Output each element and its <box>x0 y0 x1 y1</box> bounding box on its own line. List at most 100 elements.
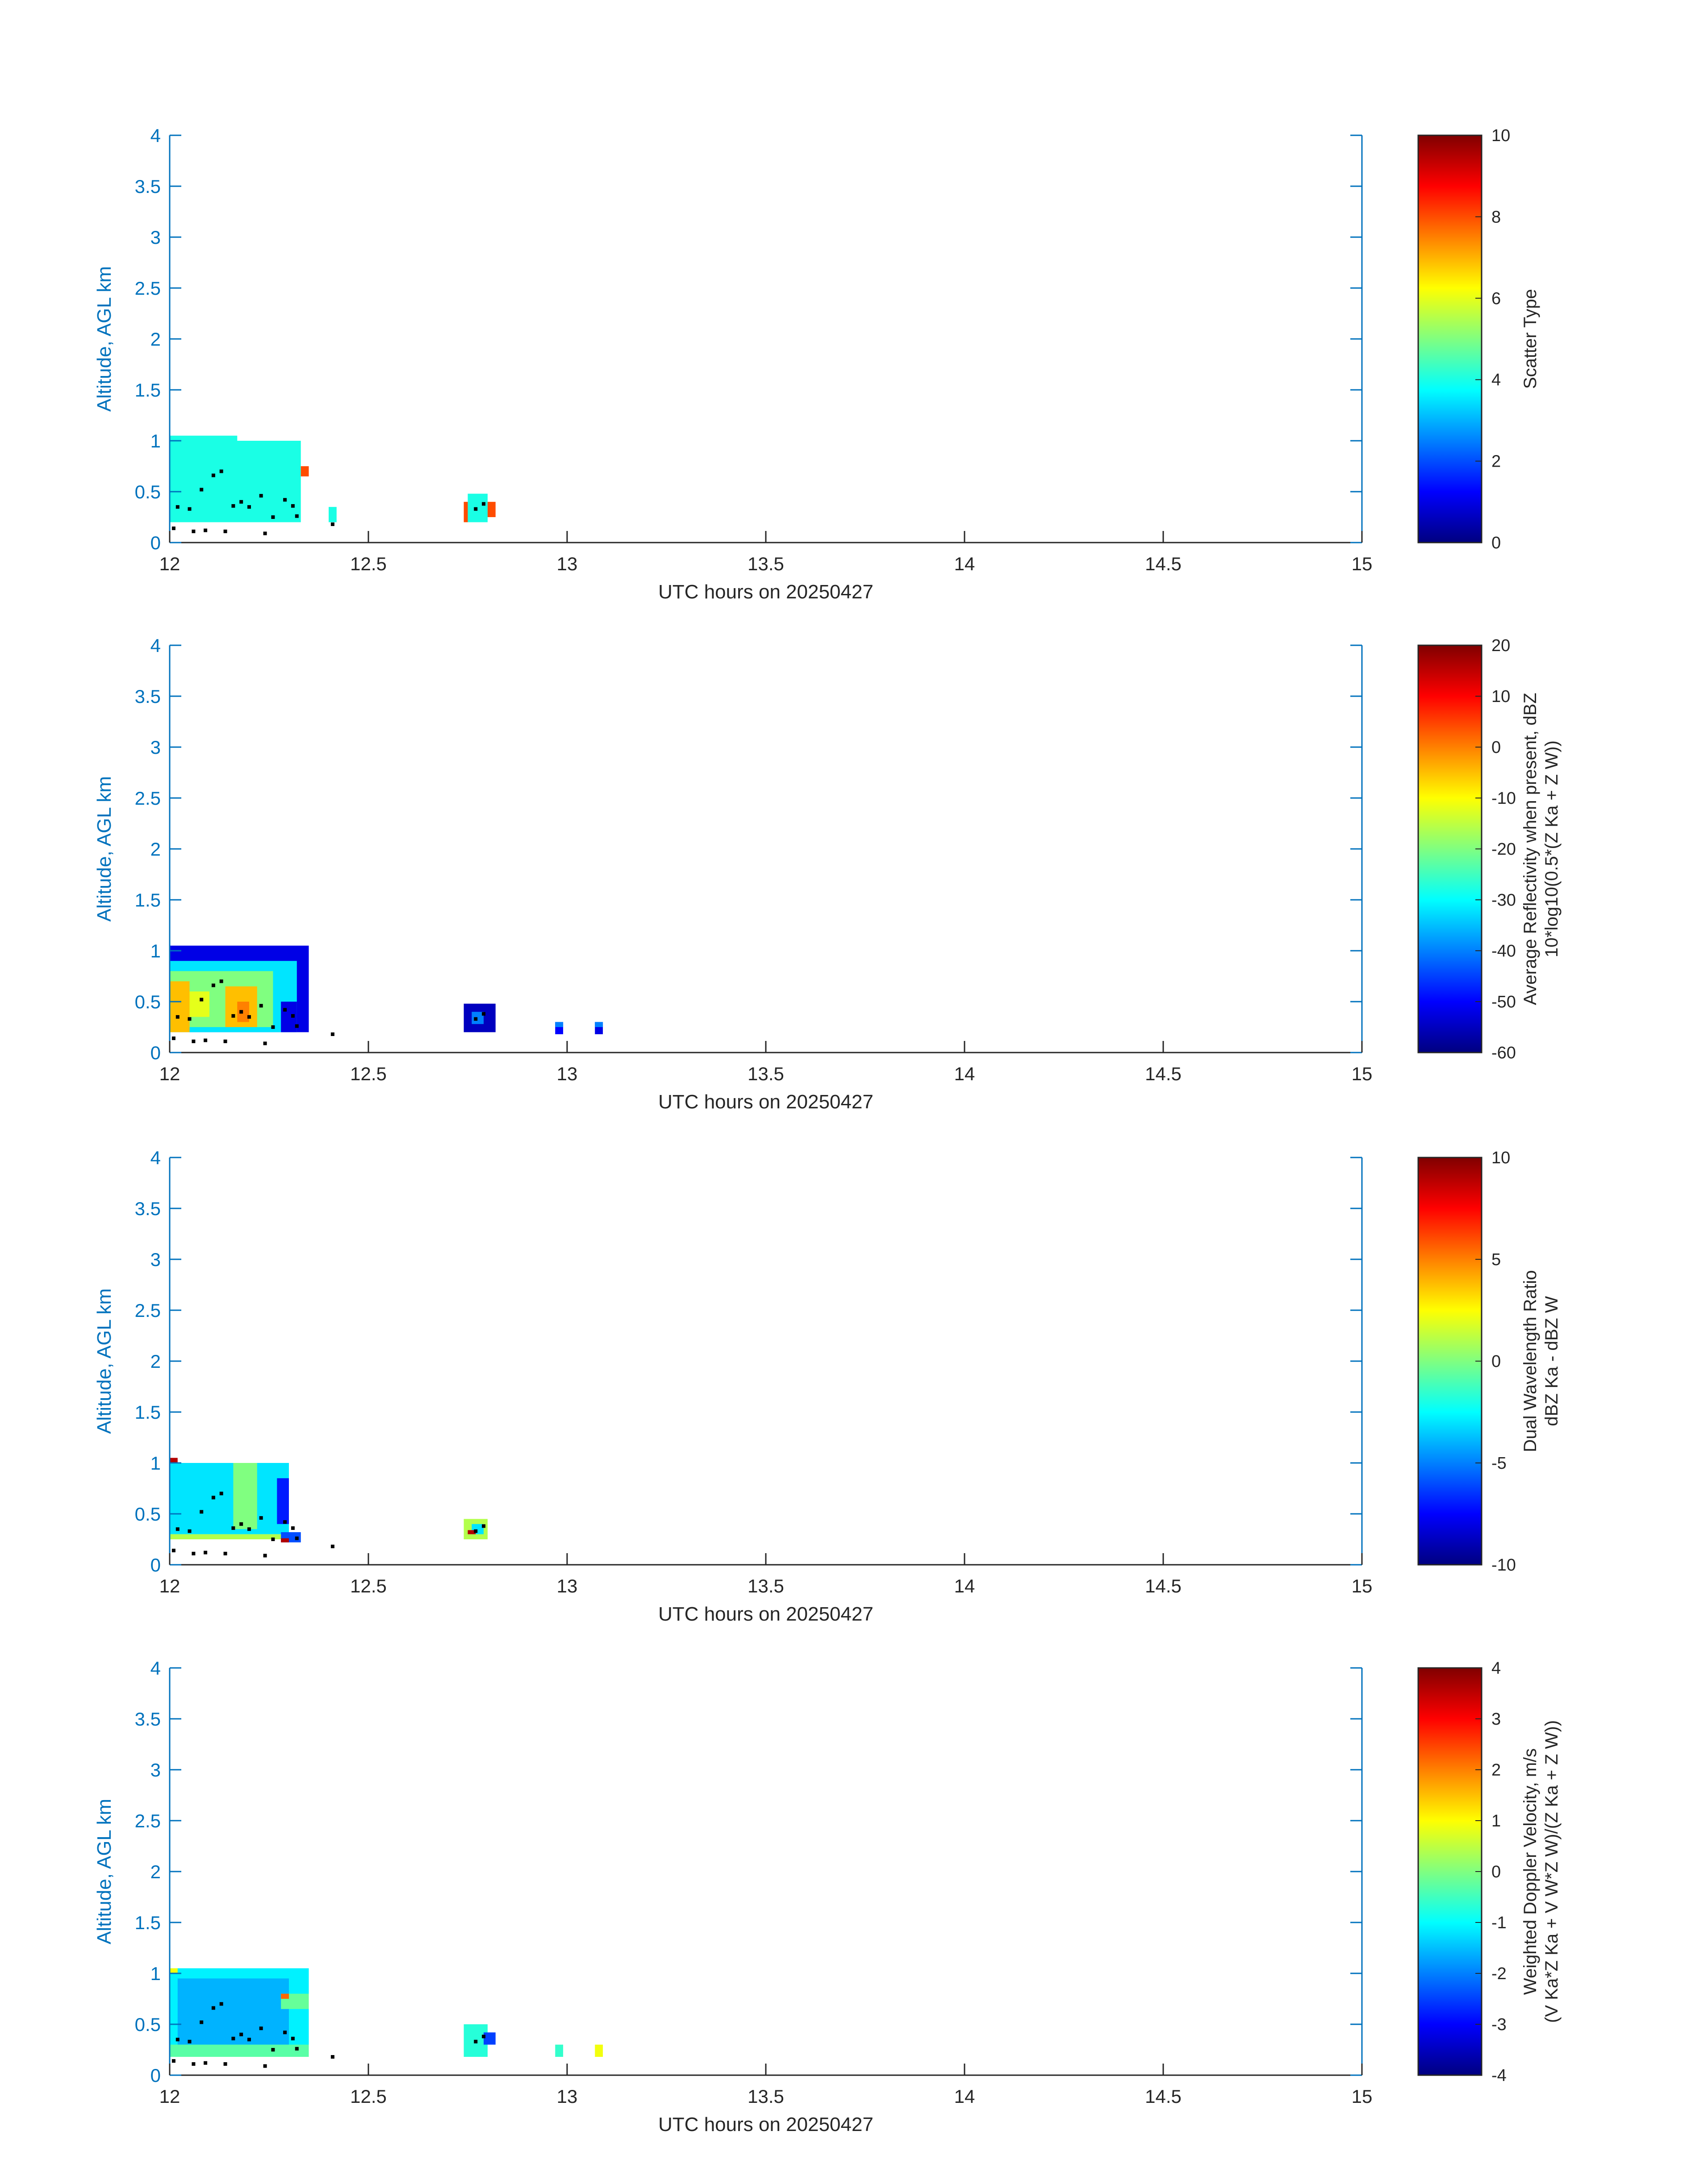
colorbar-label: Average Reflectivity when present, dBZ <box>1520 693 1540 1005</box>
marker-point <box>239 2032 243 2036</box>
colorbar-tick-label: 0 <box>1491 1352 1501 1371</box>
colorbar-tick-label: -3 <box>1491 2015 1507 2034</box>
x-tick-label: 13.5 <box>748 1063 784 1084</box>
colorbar-tick-label: -50 <box>1491 993 1516 1011</box>
marker-point <box>291 504 295 508</box>
marker-point <box>330 1544 334 1548</box>
marker-point <box>211 2006 215 2010</box>
marker-point <box>175 505 180 509</box>
panel-3: 0 0.5 1 1.5 2 2.5 3 3.5 4 12 12.5 13 13.5 14 14.5 15 UTC… <box>93 1147 1562 1625</box>
x-tick-label: 12 <box>159 553 180 574</box>
marker-point <box>200 2020 204 2024</box>
marker-point <box>171 1036 175 1040</box>
y-tick-label: 1 <box>150 1963 161 1984</box>
marker-point <box>271 515 275 519</box>
marker-point <box>263 2064 267 2068</box>
y-tick-label: 0.5 <box>135 1504 161 1525</box>
y-tick-label: 4 <box>150 1147 161 1168</box>
x-tick-label: 13.5 <box>748 553 784 574</box>
marker-point <box>192 1039 196 1043</box>
y-tick-label: 3.5 <box>135 176 161 197</box>
marker-point <box>219 2002 223 2006</box>
y-tick-label: 3.5 <box>135 1709 161 1730</box>
marker-point <box>175 1527 180 1531</box>
colorbar-tick-label: 8 <box>1491 208 1501 226</box>
colorbar-tick-label: 6 <box>1491 289 1501 308</box>
marker-point <box>291 1526 295 1530</box>
heatmap-cell <box>488 501 496 517</box>
y-tick-label: 2.5 <box>135 788 161 809</box>
heatmap-cell <box>170 981 190 1032</box>
x-tick-label: 15 <box>1352 1063 1373 1084</box>
y-tick-label: 0 <box>150 1042 161 1063</box>
marker-point <box>291 2036 295 2040</box>
marker-point <box>295 2047 299 2051</box>
marker-point <box>482 502 486 506</box>
marker-point <box>223 2062 227 2066</box>
colorbar-label: Weighted Doppler Velocity, m/s <box>1520 1748 1540 1995</box>
x-axis-label: UTC hours on 20250427 <box>658 2114 873 2135</box>
heatmap-cell <box>484 2032 496 2045</box>
heatmap-cell <box>277 1478 289 1524</box>
colorbar-label: (V Ka*Z Ka + V W*Z W)/(Z Ka + Z W)) <box>1542 1720 1562 2023</box>
colorbar-tick-label: -60 <box>1491 1044 1516 1062</box>
heatmap-cell <box>177 1978 289 2045</box>
y-tick-label: 1.5 <box>135 1912 161 1933</box>
heatmap-cell <box>170 441 301 522</box>
x-tick-label: 12 <box>159 2086 180 2107</box>
x-tick-label: 14 <box>954 2086 975 2107</box>
marker-point <box>219 469 223 473</box>
x-tick-label: 14.5 <box>1145 1063 1182 1084</box>
colorbar-tick-label: 4 <box>1491 371 1501 389</box>
y-tick-label: 3.5 <box>135 686 161 707</box>
marker-point <box>482 1524 486 1528</box>
marker-point <box>263 1554 267 1558</box>
marker-point <box>239 1522 243 1526</box>
heatmap-cell <box>170 435 238 441</box>
x-tick-label: 15 <box>1352 1575 1373 1596</box>
marker-point <box>231 1526 235 1530</box>
y-tick-label: 1 <box>150 1453 161 1474</box>
y-tick-label: 0 <box>150 532 161 553</box>
colorbar-tick-label: -4 <box>1491 2066 1507 2085</box>
marker-point <box>223 1039 227 1043</box>
marker-point <box>259 494 263 498</box>
marker-point <box>283 1008 287 1012</box>
x-tick-label: 12.5 <box>350 2086 387 2107</box>
marker-point <box>247 1527 251 1531</box>
y-tick-label: 0 <box>150 1554 161 1575</box>
colorbar-tick-label: 0 <box>1491 1863 1501 1881</box>
marker-point <box>283 1520 287 1524</box>
marker-point <box>271 1538 275 1541</box>
marker-point <box>204 2061 208 2065</box>
colorbar-tick-label: -10 <box>1491 789 1516 808</box>
panel-1: 0 0.5 1 1.5 2 2.5 3 3.5 4 12 12.5 13 13.5 14 14.5 15 UTC… <box>93 125 1540 603</box>
marker-point <box>247 505 251 509</box>
marker-point <box>283 2031 287 2035</box>
y-tick-label: 0.5 <box>135 991 161 1012</box>
heatmap-cell <box>595 2044 603 2057</box>
markers <box>171 2002 486 2068</box>
colorbar-tick-label: -10 <box>1491 1556 1516 1575</box>
marker-point <box>171 1549 175 1553</box>
marker-point <box>474 2039 478 2043</box>
colorbar-tick-label: 3 <box>1491 1710 1501 1729</box>
colorbar <box>1417 134 1482 543</box>
colorbar-label: 10*log10(0.5*(Z Ka + Z W)) <box>1542 740 1562 957</box>
x-tick-label: 13.5 <box>748 2086 784 2107</box>
marker-point <box>200 1510 204 1514</box>
y-tick-label: 3 <box>150 227 161 248</box>
marker-point <box>219 1492 223 1496</box>
marker-point <box>188 507 192 511</box>
marker-point <box>295 1536 299 1540</box>
heatmap-cell <box>170 2044 309 2057</box>
colorbar-tick-label: 1 <box>1491 1812 1501 1830</box>
x-tick-label: 13 <box>557 1575 578 1596</box>
heatmap-cell <box>281 1993 289 1999</box>
x-tick-label: 12.5 <box>350 1575 387 1596</box>
marker-point <box>474 1017 478 1021</box>
markers <box>171 469 486 535</box>
x-tick-label: 12 <box>159 1575 180 1596</box>
